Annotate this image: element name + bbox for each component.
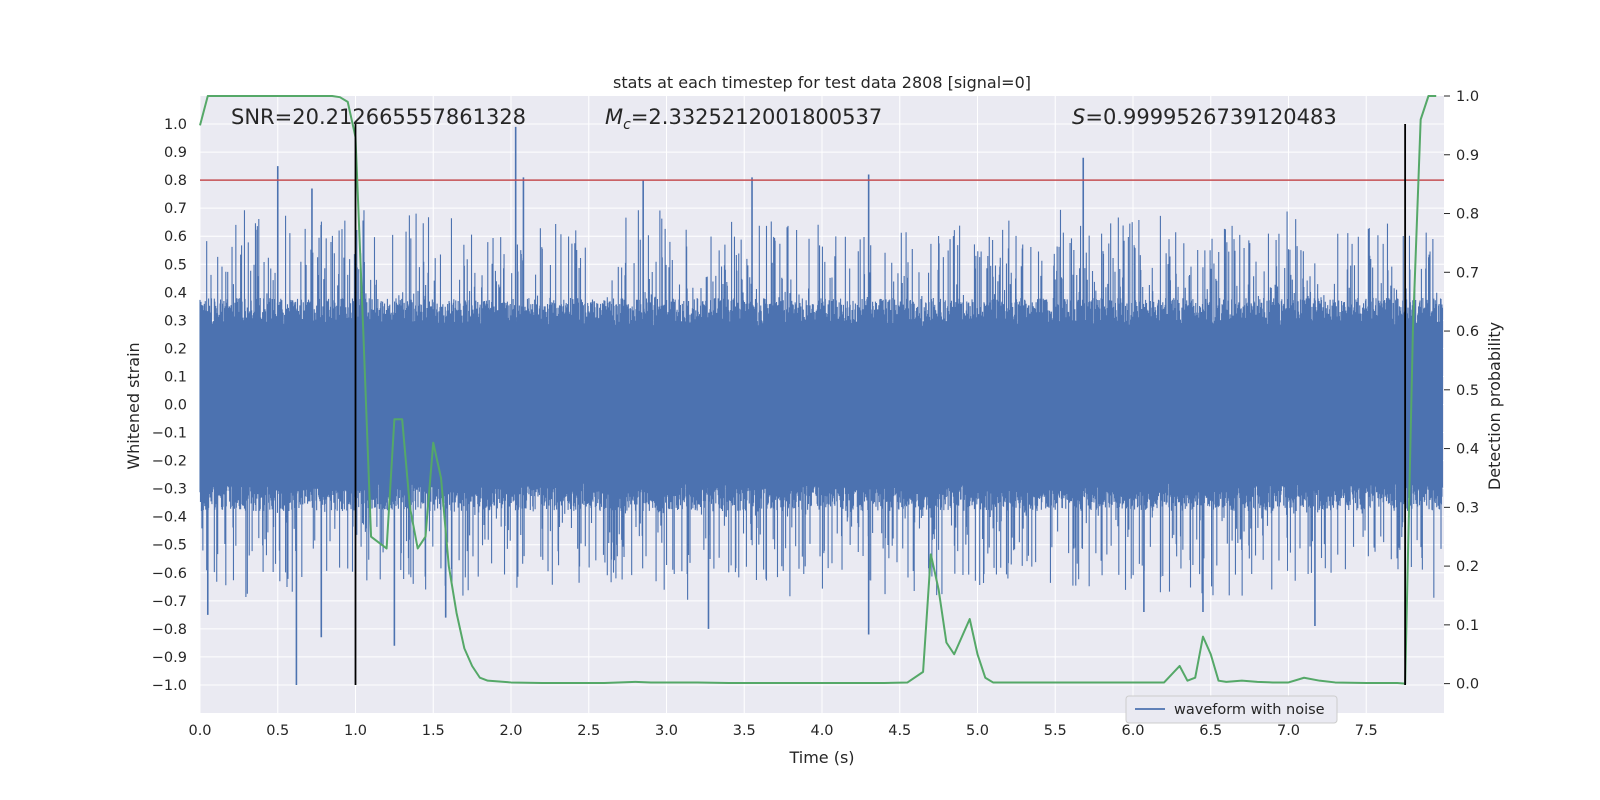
y-tick-label: 0.8 [164,173,187,189]
y-tick-label: 0.9 [164,145,187,161]
y-tick-label: 1.0 [164,117,187,133]
x-tick-label: 3.0 [655,723,678,739]
x-tick-label: 4.0 [810,723,833,739]
y-tick-label: −0.5 [152,538,187,554]
chirp-mass-value: =2.3325212001800537 [631,105,882,129]
y-tick-label: 0.4 [164,285,187,301]
x-tick-label: 4.5 [888,723,911,739]
y-right-tick-label: 0.9 [1456,148,1479,164]
y-tick-label: −0.4 [152,510,187,526]
y-right-tick-label: 0.5 [1456,383,1479,399]
y-tick-label: −0.8 [152,622,187,638]
x-tick-label: 2.0 [499,723,522,739]
y-right-tick-label: 0.7 [1456,265,1479,281]
y-right-tick-label: 1.0 [1456,89,1479,105]
detection-probability-line [199,95,1437,685]
y-axis-right-label: Detection probability [1485,322,1504,490]
y-tick-label: −0.2 [152,454,187,470]
score-value: =0.9999526739120483 [1085,105,1336,129]
x-tick-label: 0.5 [266,723,289,739]
x-axis-label: Time (s) [788,748,854,767]
x-tick-label: 7.5 [1355,723,1378,739]
y-tick-label: −0.9 [152,650,187,666]
x-tick-label: 0.0 [188,723,211,739]
x-tick-label: 2.5 [577,723,600,739]
vertical-marker-group [354,124,1407,685]
y-tick-label: −0.3 [152,482,187,498]
waveform-trace [199,209,1443,600]
y-tick-label: −0.7 [152,594,187,610]
snr-annotation: SNR=20.212665557861328 [231,105,526,129]
y-tick-label: 0.1 [164,369,187,385]
y-tick-label: −0.1 [152,426,187,442]
x-tick-label: 5.0 [966,723,989,739]
y-right-tick-label: 0.0 [1456,677,1479,693]
chart-title: stats at each timestep for test data 280… [613,73,1031,92]
y-tick-label: 0.0 [164,398,187,414]
y-right-tick-label: 0.4 [1456,442,1479,458]
legend: waveform with noise [1125,695,1338,724]
y-right-tick-label: 0.8 [1456,207,1479,223]
detection-probability-series [199,95,1437,685]
x-tick-label: 1.5 [422,723,445,739]
x-tick-label: 3.5 [733,723,756,739]
y-tick-label: 0.5 [164,257,187,273]
x-tick-label: 6.5 [1199,723,1222,739]
x-tick-label: 6.0 [1121,723,1144,739]
x-tick-label: 7.0 [1277,723,1300,739]
y-axis-ticks: 1.0 0.9 0.8 0.7 0.6 0.5 0.4 0.3 0.2 0.1 0.0 −0.1 −0.… [152,117,187,694]
score-annotation: S=0.9999526739120483 [1072,105,1337,129]
y-right-tick-label: 0.1 [1456,618,1479,634]
x-tick-label: 5.5 [1044,723,1067,739]
y-tick-label: 0.3 [164,313,187,329]
y-tick-label: −1.0 [152,678,187,694]
legend-box [1125,695,1338,724]
y-tick-label: 0.2 [164,341,187,357]
y-axis-right-ticks: 1.0 0.9 0.8 0.7 0.6 0.5 0.4 0.3 0.2 0.1 0.0 [1444,89,1479,693]
y-tick-label: −0.6 [152,566,187,582]
y-right-tick-label: 0.2 [1456,559,1479,575]
y-right-tick-label: 0.6 [1456,324,1479,340]
x-axis-ticks: 0.0 0.5 1.0 1.5 2.0 2.5 3.0 3.5 4.0 4.5 5.0 5.5 6.0 6… [188,723,1377,739]
score-symbol: S [1072,105,1085,129]
chirp-mass-symbol: M [605,105,623,129]
y-axis-label: Whitened strain [124,342,143,469]
legend-label-waveform: waveform with noise [1174,702,1325,718]
chirp-mass-annotation: Mc=2.3325212001800537 [605,105,882,133]
chirp-mass-subscript: c [623,117,631,133]
y-tick-label: 0.7 [164,201,187,217]
y-right-tick-label: 0.3 [1456,500,1479,516]
x-tick-label: 1.0 [344,723,367,739]
waveform-with-noise-series [199,126,1443,685]
y-tick-label: 0.6 [164,229,187,245]
